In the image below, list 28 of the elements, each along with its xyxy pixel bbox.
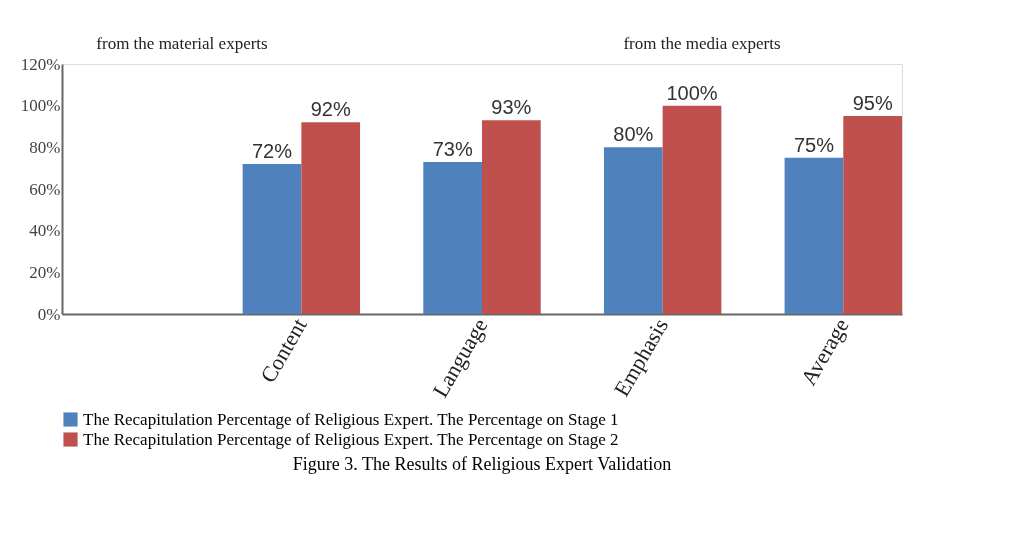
text: 92% bbox=[310, 98, 351, 121]
y-tick-label: 80% bbox=[29, 137, 61, 157]
text: 80% bbox=[613, 123, 654, 146]
text: 93% bbox=[491, 96, 532, 119]
legend-label: The Recapitulation Percentage of Religious Expert. The Percentage on Stage 1 bbox=[83, 409, 619, 429]
text: 75% bbox=[793, 133, 834, 156]
text: 100% bbox=[666, 81, 718, 104]
y-tick-label: 0% bbox=[37, 304, 61, 324]
text: 95% bbox=[852, 92, 893, 115]
legend-label: The Recapitulation Percentage of Religious Expert. The Percentage on Stage 2 bbox=[83, 429, 619, 449]
text: 73% bbox=[432, 137, 473, 160]
bar bbox=[301, 122, 361, 314]
bar bbox=[423, 161, 482, 314]
bar bbox=[482, 120, 541, 314]
bar bbox=[843, 116, 902, 314]
text: from the media experts bbox=[623, 34, 781, 53]
bar bbox=[662, 105, 722, 314]
y-tick-label: 20% bbox=[29, 262, 61, 282]
text: 72% bbox=[251, 140, 293, 162]
y-tick-label: 100% bbox=[20, 96, 61, 116]
bar bbox=[603, 147, 663, 314]
bar bbox=[242, 164, 302, 314]
y-tick-label: 60% bbox=[29, 179, 61, 199]
bar bbox=[784, 157, 844, 314]
text: Figure 3. The Results of Religious Expert Validation bbox=[292, 454, 672, 474]
y-tick-label: 40% bbox=[29, 221, 61, 241]
text: from the material experts bbox=[96, 34, 268, 53]
y-tick-label: 120% bbox=[20, 54, 61, 74]
